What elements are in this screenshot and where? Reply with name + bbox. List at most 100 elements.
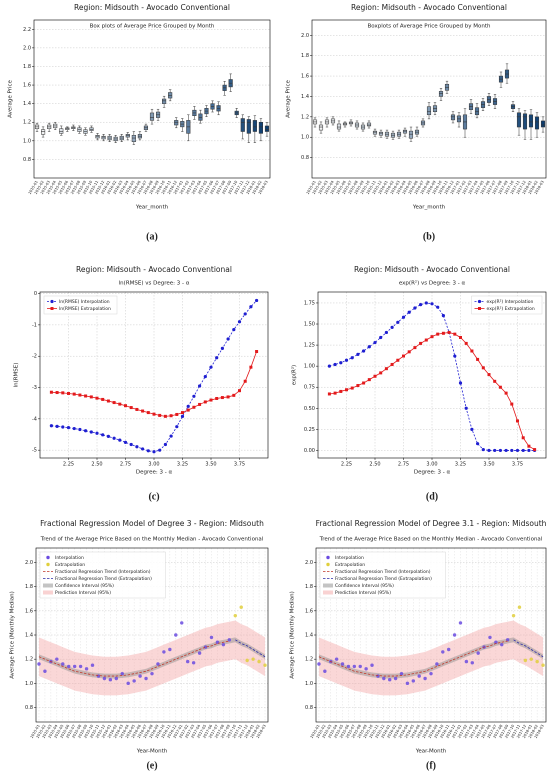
y-tick-label: 0: [34, 291, 37, 297]
x-tick-label: 2017-08: [493, 723, 504, 739]
y-tick-label: 0.8: [301, 155, 309, 161]
legend-marker: [46, 555, 50, 560]
x-tick-label: 2015-09: [77, 723, 88, 739]
x-tick-label: 2018-03: [258, 180, 269, 195]
x-tick-label: 2016-02: [386, 724, 397, 739]
y-axis-label: Average Price: [286, 80, 292, 118]
marker: [255, 350, 259, 354]
box: [95, 134, 100, 139]
marker: [527, 444, 531, 448]
x-tick-label: 2016-06: [408, 179, 419, 195]
x-tick-label: 2016-03: [390, 180, 401, 195]
x-tick-label: 2016-06: [131, 723, 142, 739]
legend-marker: [326, 555, 330, 560]
x-tick-label: 2018-03: [256, 724, 267, 739]
x-tick-label: 2017-04: [468, 179, 479, 195]
point: [500, 642, 504, 647]
marker: [106, 399, 110, 403]
x-tick-label: 2017-02: [457, 724, 468, 739]
point: [470, 661, 474, 665]
y-tick-label: 2.2: [23, 27, 31, 33]
x-tick-label: 2015-01: [28, 180, 39, 195]
x-tick-label: 3.50: [483, 462, 494, 468]
x-tick-label: 2017-10: [504, 723, 515, 739]
point: [411, 679, 416, 683]
y-tick-label: 1.2: [301, 114, 309, 120]
y-tick-label: 0.25: [304, 427, 315, 433]
chart-subtitle: Trend of the Average Price Based on the …: [319, 537, 543, 543]
marker: [430, 335, 434, 339]
chart-title: Fractional Regression Model of Degree 3 …: [40, 519, 264, 528]
point: [102, 676, 107, 681]
marker: [226, 337, 230, 341]
marker: [66, 426, 71, 430]
marker: [521, 436, 525, 440]
x-tick-label: 3.00: [426, 462, 437, 468]
x-tick-label: 2017-01: [450, 180, 461, 195]
marker: [510, 402, 514, 406]
point: [185, 659, 190, 664]
point: [233, 613, 237, 618]
y-tick-label: 1.6: [25, 608, 33, 614]
box: [89, 127, 94, 131]
marker: [186, 404, 190, 408]
legend-patch: [323, 590, 333, 595]
x-axis-label: Degree: 3 - α: [136, 470, 173, 476]
point: [405, 681, 410, 686]
x-tick-label: 2015-09: [354, 179, 365, 195]
marker: [396, 358, 400, 362]
point: [209, 635, 214, 640]
x-tick-label: 2017-12: [516, 724, 527, 739]
marker: [101, 433, 105, 437]
marker: [255, 298, 259, 303]
legend-label: Fractional Regression Trend (Interpolati…: [55, 569, 151, 575]
x-tick-label: 2017-06: [203, 179, 214, 195]
y-axis-label: ln(RMSE): [14, 363, 20, 388]
y-tick-label: 2.0: [301, 33, 309, 39]
marker: [350, 386, 354, 390]
marker: [504, 391, 508, 395]
x-tick-label: 2017-03: [462, 180, 473, 195]
x-tick-label: 2016-02: [106, 180, 117, 195]
point: [114, 676, 119, 681]
box: [516, 112, 522, 128]
x-tick-label: 2017-05: [474, 180, 485, 195]
y-tick-label: 1.4: [301, 94, 309, 100]
y-tick-label: 1.8: [301, 53, 309, 59]
box: [41, 129, 46, 135]
point: [96, 674, 101, 678]
chart-title: Region: Midsouth - Avocado Conventional: [354, 265, 510, 274]
x-tick-label: 2017-06: [481, 723, 492, 739]
x-tick-label: 2017-05: [475, 724, 486, 739]
marker: [362, 349, 366, 353]
point: [263, 663, 267, 667]
y-tick-label: 0.8: [23, 157, 31, 163]
x-tick-label: 2015-06: [59, 723, 70, 739]
x-tick-label: 2015-06: [339, 723, 350, 739]
box: [131, 134, 136, 143]
y-tick-label: 2.0: [25, 560, 33, 566]
y-tick-label: 1.25: [304, 343, 315, 349]
box: [378, 131, 384, 136]
marker: [362, 381, 366, 385]
interval-band: [38, 620, 266, 696]
marker: [49, 390, 53, 394]
point: [245, 658, 249, 663]
marker: [413, 346, 417, 350]
interval-band: [38, 637, 266, 679]
point: [239, 605, 243, 609]
marker: [95, 396, 99, 400]
y-tick-label: -4: [32, 416, 37, 422]
legend-label: ln(RMSE) Interpolation: [59, 299, 110, 305]
legend-label: Fractional Regression Trend (Extrapolati…: [55, 576, 152, 582]
point: [126, 681, 130, 686]
x-tick-label: 2015-02: [316, 724, 327, 739]
x-tick-label: 2016-08: [143, 179, 154, 195]
trend-line: [38, 640, 230, 677]
legend-patch: [323, 583, 333, 588]
marker: [146, 449, 150, 453]
marker: [169, 434, 173, 438]
point: [132, 679, 136, 683]
marker: [129, 406, 133, 410]
